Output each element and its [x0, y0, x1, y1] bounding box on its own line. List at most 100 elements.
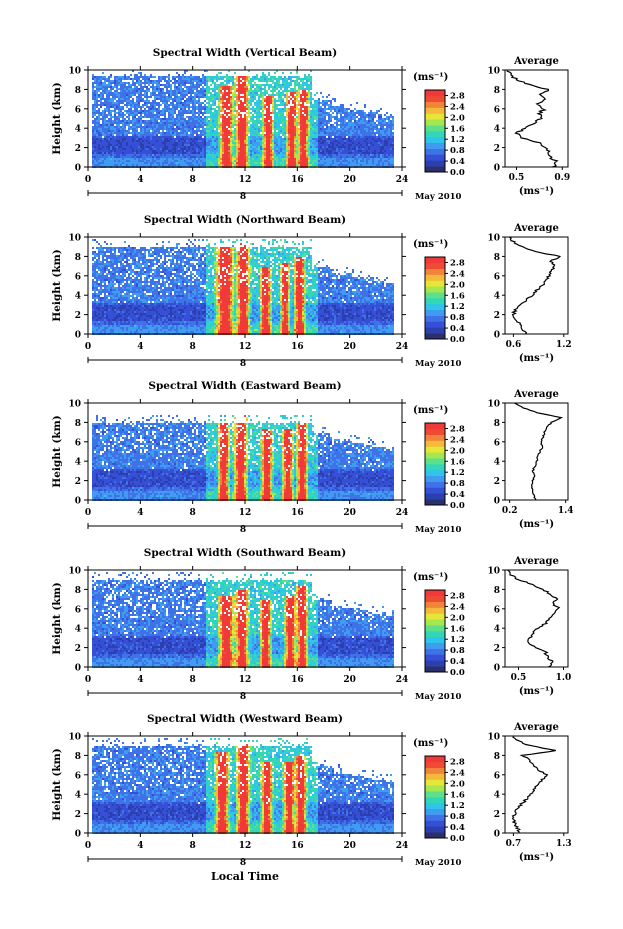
heatmap-cell [228, 88, 230, 90]
heatmap-cell [176, 100, 178, 102]
heatmap-cell [174, 82, 176, 84]
heatmap-cell [188, 82, 190, 84]
heatmap-cell [204, 100, 206, 102]
heatmap-cell [148, 76, 150, 78]
heatmap-cell [190, 100, 192, 102]
heatmap-cell [254, 88, 256, 90]
heatmap-cell [136, 82, 138, 84]
heatmap-cell [168, 82, 170, 84]
heatmap-cell [238, 96, 240, 98]
heatmap-cell [164, 76, 166, 78]
heatmap-cell [164, 96, 166, 98]
heatmap-cell [162, 100, 164, 102]
heatmap-cell [272, 88, 274, 90]
heatmap-cell [168, 84, 170, 86]
heatmap-cell [218, 78, 220, 80]
heatmap-cell [186, 80, 188, 82]
heatmap-cell [192, 84, 194, 86]
heatmap-cell [106, 78, 108, 80]
heatmap-cell [198, 100, 200, 102]
heatmap-cell [322, 96, 324, 98]
heatmap-cell [178, 86, 180, 88]
heatmap-cell [188, 98, 190, 100]
heatmap-cell [166, 84, 168, 86]
heatmap-cell [230, 90, 232, 92]
heatmap-cell [238, 92, 240, 94]
heatmap-cell [178, 80, 180, 82]
heatmap-cell [284, 96, 286, 98]
heatmap-cell [272, 86, 274, 88]
heatmap-cell [202, 96, 204, 98]
heatmap-cell [176, 98, 178, 100]
heatmap-cell [206, 98, 208, 100]
heatmap-cell [264, 84, 266, 86]
heatmap-cell [128, 90, 130, 92]
heatmap-cell [196, 92, 198, 94]
heatmap-cell [234, 88, 236, 90]
heatmap-cell [254, 96, 256, 98]
heatmap-cell [248, 98, 250, 100]
heatmap-cell [274, 72, 276, 74]
heatmap-cell [250, 94, 252, 96]
heatmap-cell [154, 82, 156, 84]
heatmap-cell [260, 88, 262, 90]
heatmap-cell [290, 84, 292, 86]
heatmap-cell [208, 88, 210, 90]
heatmap-cell [130, 90, 132, 92]
heatmap-cell [150, 94, 152, 96]
heatmap-cell [216, 76, 218, 78]
heatmap-cell [196, 78, 198, 80]
heatmap-cell [168, 76, 170, 78]
heatmap-cell [258, 84, 260, 86]
heatmap-cell [124, 74, 126, 76]
heatmap-cell [296, 96, 298, 98]
heatmap-cell [96, 90, 98, 92]
heatmap-cell [252, 78, 254, 80]
heatmap-cell [134, 86, 136, 88]
heatmap-cell [128, 82, 130, 84]
heatmap-cell [240, 84, 242, 86]
heatmap-cell [208, 100, 210, 102]
heatmap-cell [130, 100, 132, 102]
heatmap-cell [92, 90, 94, 92]
heatmap-cell [198, 92, 200, 94]
heatmap-cell [140, 98, 142, 100]
heatmap-cell [128, 78, 130, 80]
heatmap-cell [116, 86, 118, 88]
heatmap-cell [156, 86, 158, 88]
heatmap-cell [152, 76, 154, 78]
heatmap-cell [282, 98, 284, 100]
heatmap-cell [172, 78, 174, 80]
heatmap-cell [284, 82, 286, 84]
heatmap-cell [244, 84, 246, 86]
heatmap-cell [164, 84, 166, 86]
heatmap-cell [116, 80, 118, 82]
heatmap-cell [256, 90, 258, 92]
heatmap-cell [118, 94, 120, 96]
heatmap-cell [238, 84, 240, 86]
heatmap-cell [266, 92, 268, 94]
heatmap-cell [224, 92, 226, 94]
heatmap-cell [228, 82, 230, 84]
heatmap-cell [198, 84, 200, 86]
heatmap-cell [104, 84, 106, 86]
heatmap-cell [230, 96, 232, 98]
heatmap-cell [120, 78, 122, 80]
heatmap-cell [302, 82, 304, 84]
heatmap-cell [92, 96, 94, 98]
heatmap-cell [228, 80, 230, 82]
heatmap-cell [154, 98, 156, 100]
heatmap-cell [250, 78, 252, 80]
heatmap-cell [208, 80, 210, 82]
heatmap-cell [128, 86, 130, 88]
heatmap-cell [222, 94, 224, 96]
heatmap-cell [146, 94, 148, 96]
heatmap-cell [100, 78, 102, 80]
heatmap-cell [204, 76, 206, 78]
heatmap-cell [196, 86, 198, 88]
heatmap-cell [122, 82, 124, 84]
heatmap-cell [198, 76, 200, 78]
heatmap-cell [148, 82, 150, 84]
heatmap-cell [298, 90, 300, 92]
heatmap-cell [206, 80, 208, 82]
